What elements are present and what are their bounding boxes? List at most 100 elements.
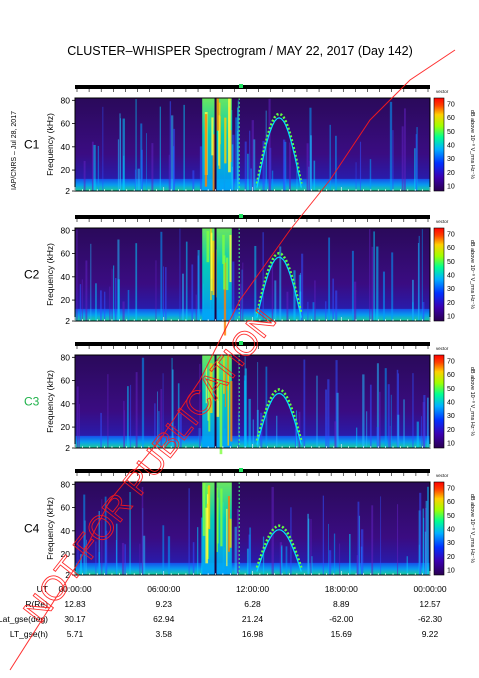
colorbar-tick-label: 10 (447, 314, 455, 321)
chart-title: CLUSTER–WHISPER Spectrogram / MAY 22, 20… (67, 44, 413, 58)
emission-streak (179, 228, 181, 321)
burst-streak (206, 231, 210, 263)
emission-streak (135, 99, 137, 191)
orbit-row-label: Lat_gse(deg) (0, 614, 48, 624)
emission-streak (313, 160, 316, 191)
emission-streak (121, 542, 125, 575)
emission-streak (329, 124, 331, 191)
y-tick-label: 60 (61, 376, 71, 386)
emission-streak (242, 262, 244, 321)
emission-streak (416, 421, 419, 448)
orbit-value: 12.83 (64, 599, 86, 609)
emission-streak (123, 400, 125, 448)
orbit-value: -62.00 (329, 614, 353, 624)
colorbar-tick-label: 70 (447, 231, 455, 238)
resonance-arc-echo (256, 529, 302, 572)
colorbar-tick-label: 70 (447, 358, 455, 365)
emission-streak (401, 126, 404, 191)
emission-streak (122, 301, 125, 321)
burst-streak (226, 508, 228, 567)
status-bar (75, 85, 430, 89)
emission-streak (141, 357, 145, 448)
status-bar (75, 215, 430, 219)
colorbar-tag: vector (436, 89, 449, 94)
emission-streak (93, 144, 96, 191)
emission-streak (116, 523, 118, 575)
emission-streak (328, 523, 329, 575)
emission-streak (356, 427, 358, 448)
emission-streak (316, 375, 318, 448)
emission-streak (160, 231, 163, 321)
emission-streak (232, 261, 235, 321)
emission-streak (139, 543, 141, 575)
y-tick-label: 2 (65, 186, 70, 196)
orbit-value: 00:00:00 (413, 584, 446, 594)
emission-streak (314, 280, 316, 321)
emission-streak (362, 374, 365, 448)
emission-streak (325, 301, 327, 321)
spacecraft-label: C4 (24, 522, 40, 536)
burst-streak (225, 257, 229, 291)
emission-streak (81, 279, 83, 321)
y-tick-label: 2 (65, 316, 70, 326)
status-marker (239, 214, 243, 218)
spectrogram-background (75, 482, 430, 575)
emission-streak (308, 160, 310, 191)
emission-streak (97, 145, 100, 191)
emission-streak (199, 363, 201, 448)
burst-streak (210, 233, 213, 291)
emission-streak (100, 412, 102, 448)
resonance-arc (255, 251, 303, 314)
emission-streak (162, 373, 164, 448)
emission-streak (237, 100, 240, 191)
y-tick-label: 80 (61, 225, 71, 235)
colorbar (433, 354, 445, 449)
emission-streak (426, 397, 429, 448)
emission-streak (182, 273, 184, 321)
emission-streak (322, 495, 325, 575)
emission-streak (251, 120, 254, 191)
emission-streak (83, 494, 86, 575)
orbit-value: 9.22 (422, 629, 439, 639)
y-tick-label: 2 (65, 570, 70, 580)
emission-streak (285, 546, 288, 575)
burst-streak (230, 381, 233, 442)
emission-streak (327, 379, 330, 448)
orbit-value: 16.98 (242, 629, 264, 639)
emission-streak (90, 243, 92, 321)
y-tick-label: 80 (61, 352, 71, 362)
emission-streak (382, 271, 386, 321)
emission-streak (105, 530, 108, 575)
emission-streak (293, 270, 296, 321)
burst-streak (227, 374, 229, 446)
colorbar (433, 227, 445, 322)
burst-streak (219, 381, 223, 455)
emission-streak (169, 101, 172, 191)
y-tick-label: 60 (61, 119, 71, 129)
emission-streak (420, 416, 422, 448)
colorbar-tag: vector (436, 473, 449, 478)
orbit-value: 00:00:00 (58, 584, 91, 594)
colorbar-tick-label: 60 (447, 372, 455, 379)
emission-streak (168, 154, 170, 191)
watermark-text: NOT FOR PUBLICATION (16, 302, 284, 630)
status-marker (239, 84, 243, 88)
panel-c2: 2 20 40 60 80 Frequency (kHz) C2 vector 70 60 50 40… (24, 214, 476, 336)
emission-streak (396, 504, 399, 575)
y-tick-label: 20 (61, 422, 71, 432)
emission-streak (113, 265, 115, 321)
emission-streak (332, 278, 334, 321)
emission-streak (160, 388, 163, 448)
orbit-table: UT 00:00:00 06:00:00 12:00:00 18:00:00 00:00:… (0, 584, 447, 639)
emission-streak (129, 492, 131, 575)
emission-streak (173, 128, 176, 191)
emission-streak (244, 141, 247, 191)
emission-streak (286, 291, 289, 321)
emission-streak (246, 548, 249, 575)
emission-streak (404, 108, 406, 191)
y-tick-label: 40 (61, 526, 71, 536)
colorbar-tick-label: 30 (447, 540, 455, 547)
emission-streak (422, 302, 425, 321)
emission-streak (84, 520, 86, 575)
